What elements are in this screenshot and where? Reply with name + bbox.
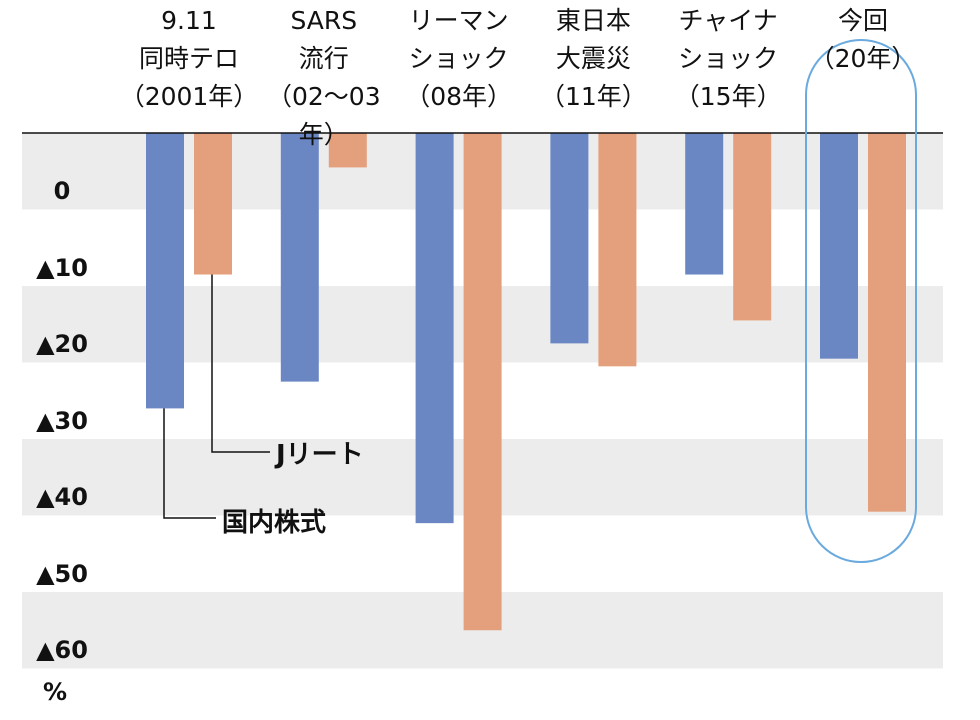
category-label: リーマンショック （08年） [389, 2, 529, 116]
category-label-line: リーマン [408, 6, 509, 35]
category-label-line: （11年） [539, 82, 647, 111]
y-tick-label: 0 [53, 177, 71, 205]
category-label-line: （08年） [405, 82, 512, 111]
category-label: 9.11 同時テロ （2001年） [119, 2, 259, 116]
bar-domestic-stocks-3 [550, 133, 589, 344]
bar-jreit-4 [733, 133, 772, 321]
category-label-line: 大震災 [555, 44, 631, 73]
y-tick-label: ▲10 [36, 253, 88, 282]
bar-domestic-stocks-2 [415, 133, 454, 524]
bar-jreit-0 [194, 133, 232, 275]
category-label-line [793, 78, 933, 116]
category-label-line: 今回 [837, 6, 888, 35]
bar-domestic-stocks-4 [685, 133, 724, 275]
highlight-current-period [805, 39, 917, 563]
category-label-line: 東日本 [555, 6, 631, 35]
category-label: チャイナショック （15年） [658, 2, 798, 116]
legend-label-jreit: Jリート [276, 440, 364, 470]
category-label-line: （2001年） [119, 82, 259, 111]
y-tick-label: ▲40 [36, 483, 88, 511]
category-label-line: SARS [290, 6, 358, 35]
category-label-line: （20年） [809, 44, 917, 73]
category-label-line: 同時テロ [138, 44, 239, 73]
bar-jreit-2 [463, 133, 502, 631]
y-tick-label: ▲20 [36, 330, 88, 358]
category-label-line: （15年） [674, 82, 782, 111]
y-tick-label: ▲50 [36, 559, 88, 588]
y-tick-label: ▲60 [36, 636, 88, 664]
category-label-line: チャイナ [678, 6, 778, 35]
category-label-line: 9.11 [161, 6, 217, 35]
leader-line-jreit [211, 274, 270, 453]
category-label: 今回 （20年） [793, 2, 933, 116]
category-label-line: （02～03年） [266, 82, 381, 149]
bar-jreit-3 [598, 133, 637, 367]
category-label-line: 流行 [298, 44, 349, 73]
bar-jreit-1 [328, 133, 367, 168]
legend-label-domestic-stocks: 国内株式 [222, 508, 327, 538]
category-label: SARS 流行 （02～03年） [254, 2, 394, 149]
bar-domestic-stocks-0 [146, 133, 184, 409]
y-tick-label: ▲30 [36, 406, 88, 435]
bar-jreit-5 [868, 133, 906, 512]
bar-domestic-stocks-5 [820, 133, 858, 359]
category-label-line: ショック [678, 44, 779, 73]
y-unit-label: % [42, 678, 68, 706]
category-label-line: ショック [408, 44, 509, 73]
bar-domestic-stocks-1 [280, 133, 319, 382]
leader-line-domestic-stocks [163, 408, 216, 519]
category-label: 東日本大震災 （11年） [523, 2, 663, 116]
